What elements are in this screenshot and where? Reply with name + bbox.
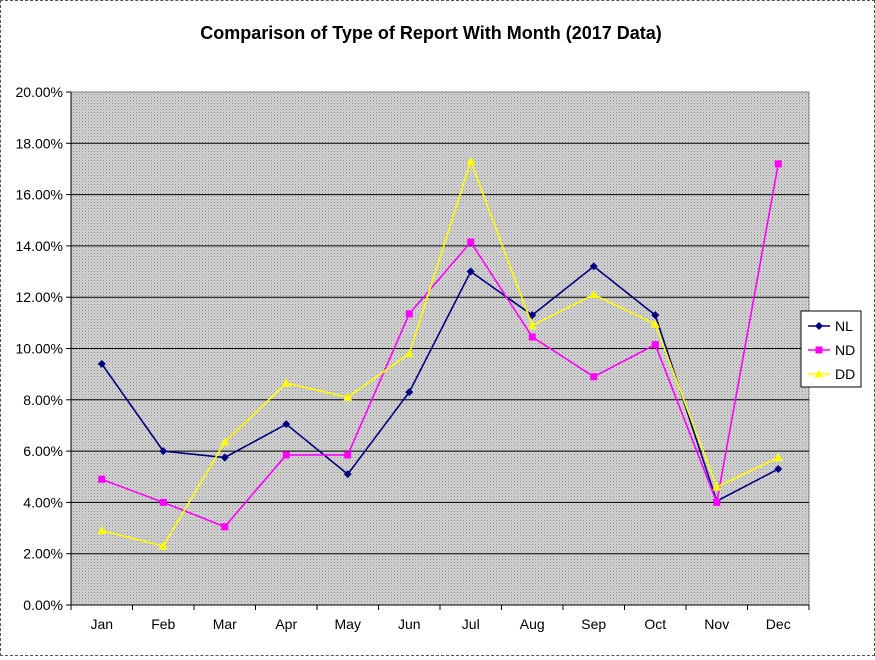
data-point-dd: [466, 156, 476, 165]
y-tick-label: 4.00%: [23, 494, 63, 510]
legend-marker-nd: [815, 346, 823, 354]
y-tick-label: 6.00%: [23, 443, 63, 459]
y-tick-label: 8.00%: [23, 392, 63, 408]
y-tick-label: 18.00%: [16, 135, 63, 151]
data-point-nd: [98, 475, 106, 483]
data-point-nl: [651, 311, 660, 320]
data-point-nl: [159, 447, 168, 456]
data-point-dd: [773, 453, 783, 462]
data-point-nl: [282, 420, 291, 429]
data-point-nd: [713, 498, 721, 506]
data-point-nl: [97, 359, 106, 368]
gridlines: [71, 142, 809, 555]
data-point-nl: [774, 465, 783, 474]
y-tick-label: 14.00%: [16, 238, 63, 254]
data-point-nd: [467, 238, 475, 246]
x-tick-label: Sep: [581, 616, 606, 632]
data-point-nl: [466, 267, 475, 276]
data-point-dd: [343, 392, 353, 401]
data-point-nl: [343, 470, 352, 479]
y-tick-label: 16.00%: [16, 187, 63, 203]
data-point-dd: [712, 482, 722, 491]
data-point-dd: [97, 526, 107, 535]
data-point-nd: [590, 373, 598, 381]
y-tick-label: 0.00%: [23, 597, 63, 613]
data-point-nd: [282, 451, 290, 459]
x-tick-label: Jul: [462, 616, 480, 632]
x-axis: Jan Feb Mar Apr May Jun Jul Aug Sep Oct Nov Dec: [70, 604, 810, 632]
series-line-nl: [101, 265, 779, 503]
series-line-dd: [101, 158, 779, 547]
data-point-nd: [221, 523, 229, 531]
data-point-nl: [589, 262, 598, 271]
data-point-dd: [220, 437, 230, 446]
data-point-dd: [404, 349, 414, 358]
data-point-nd: [774, 160, 782, 168]
legend-label-nd: ND: [835, 342, 855, 358]
data-point-dd: [281, 378, 291, 387]
data-point-dd: [650, 319, 660, 328]
x-tick-label: Dec: [766, 616, 791, 632]
y-tick-label: 10.00%: [16, 341, 63, 357]
y-tick-label: 2.00%: [23, 546, 63, 562]
legend-item-dd: DD: [808, 366, 855, 382]
x-tick-label: Apr: [275, 616, 297, 632]
legend-marker-dd: [814, 369, 824, 378]
data-point-nl: [405, 388, 414, 397]
legend: NL ND DD: [800, 310, 862, 388]
series-nd: [98, 160, 782, 531]
x-tick-label: Jun: [398, 616, 421, 632]
data-point-nd: [159, 498, 167, 506]
data-point-nd: [405, 310, 413, 318]
data-point-dd: [527, 320, 537, 329]
y-tick-label: 12.00%: [16, 289, 63, 305]
legend-marker-nl: [815, 322, 823, 330]
legend-item-nl: NL: [808, 318, 853, 334]
x-tick-label: Nov: [704, 616, 729, 632]
data-point-nd: [528, 333, 536, 341]
series-layer: [97, 156, 783, 550]
series-dd: [97, 156, 783, 550]
series-nl: [97, 262, 783, 506]
data-point-dd: [589, 290, 599, 299]
data-point-nd: [651, 341, 659, 349]
y-tick-label: 20.00%: [16, 84, 63, 100]
series-line-nd: [101, 163, 780, 528]
chart-title: Comparison of Type of Report With Month …: [200, 23, 662, 43]
x-tick-label: Feb: [151, 616, 175, 632]
legend-label-dd: DD: [835, 366, 855, 382]
x-tick-label: Jan: [90, 616, 113, 632]
legend-item-nd: ND: [808, 342, 855, 358]
x-tick-label: May: [335, 616, 361, 632]
data-point-dd: [158, 541, 168, 550]
x-tick-label: Aug: [520, 616, 545, 632]
legend-label-nl: NL: [835, 318, 853, 334]
y-axis: 0.00% 2.00% 4.00% 6.00% 8.00% 10.00% 12.00% 14.…: [16, 84, 72, 613]
x-tick-label: Mar: [213, 616, 237, 632]
x-tick-label: Oct: [644, 616, 666, 632]
data-point-nd: [344, 451, 352, 459]
data-point-nl: [528, 311, 537, 320]
data-point-nl: [220, 453, 229, 462]
